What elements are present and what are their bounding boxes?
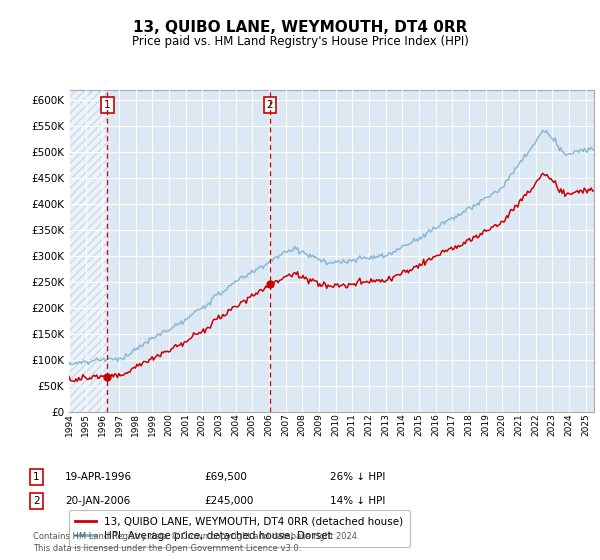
Text: 13, QUIBO LANE, WEYMOUTH, DT4 0RR: 13, QUIBO LANE, WEYMOUTH, DT4 0RR bbox=[133, 20, 467, 35]
Text: 1: 1 bbox=[33, 472, 40, 482]
Text: 14% ↓ HPI: 14% ↓ HPI bbox=[330, 496, 385, 506]
Text: 2: 2 bbox=[266, 100, 273, 110]
Text: 19-APR-1996: 19-APR-1996 bbox=[65, 472, 132, 482]
Text: 26% ↓ HPI: 26% ↓ HPI bbox=[330, 472, 385, 482]
Legend: 13, QUIBO LANE, WEYMOUTH, DT4 0RR (detached house), HPI: Average price, detached: 13, QUIBO LANE, WEYMOUTH, DT4 0RR (detac… bbox=[69, 510, 410, 547]
Bar bbox=[69, 90, 107, 412]
Text: £245,000: £245,000 bbox=[204, 496, 253, 506]
Text: Contains HM Land Registry data © Crown copyright and database right 2024.
This d: Contains HM Land Registry data © Crown c… bbox=[33, 532, 359, 553]
Bar bbox=[69, 90, 107, 412]
Text: £69,500: £69,500 bbox=[204, 472, 247, 482]
Text: Price paid vs. HM Land Registry's House Price Index (HPI): Price paid vs. HM Land Registry's House … bbox=[131, 35, 469, 48]
Text: 1: 1 bbox=[104, 100, 110, 110]
Text: 2: 2 bbox=[33, 496, 40, 506]
Text: 20-JAN-2006: 20-JAN-2006 bbox=[65, 496, 130, 506]
